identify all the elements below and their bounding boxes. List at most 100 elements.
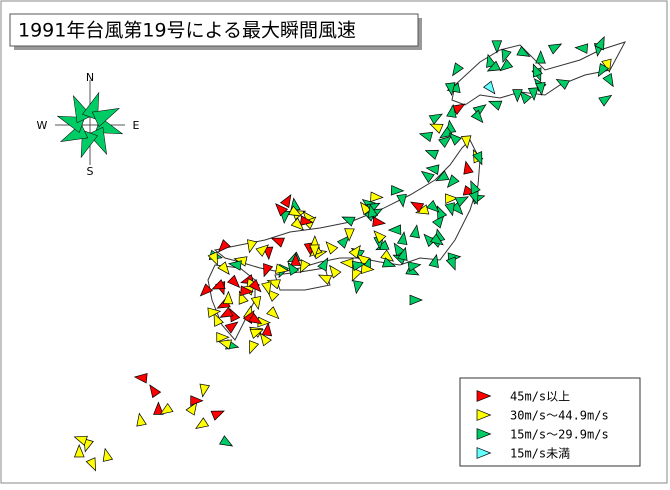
wind-flag <box>470 109 484 124</box>
wind-flag <box>325 241 339 255</box>
wind-flag <box>424 149 439 160</box>
wind-flag <box>195 417 210 429</box>
wind-flag <box>249 340 260 355</box>
wind-flag <box>266 306 280 320</box>
wind-flag <box>263 263 274 278</box>
compass-east: E <box>133 119 140 132</box>
wind-flag <box>454 196 469 208</box>
legend-label: 30m/s～44.9m/s <box>510 409 609 423</box>
wind-flag <box>247 239 258 254</box>
wind-flag <box>425 164 440 175</box>
wind-flag <box>602 73 614 88</box>
wind-flag <box>527 87 539 102</box>
wind-flag <box>317 257 329 272</box>
wind-flag <box>428 253 439 268</box>
wind-flag <box>452 62 464 77</box>
wind-flag <box>429 123 444 134</box>
legend-label: 15m/s未満 <box>510 447 570 461</box>
wind-flag <box>211 279 226 290</box>
wind-flag <box>476 409 492 421</box>
wind-flag <box>275 203 289 217</box>
wind-flag <box>133 372 148 384</box>
wind-flag <box>448 132 462 146</box>
wind-flag <box>227 274 241 288</box>
wind-flag <box>410 201 425 213</box>
wind-flag <box>435 170 450 182</box>
wind-flag <box>444 82 456 97</box>
wind-flag <box>488 100 503 111</box>
wind-flag <box>420 170 435 184</box>
wind-flag <box>393 242 406 257</box>
wind-flag <box>372 216 387 228</box>
wind-flag <box>476 447 492 459</box>
wind-flag <box>227 260 242 271</box>
wind-flag <box>436 205 448 220</box>
wind-flag <box>288 205 303 217</box>
wind-flag <box>460 135 472 150</box>
compass-north: N <box>86 71 94 84</box>
wind-flag <box>279 194 292 209</box>
wind-flag <box>317 274 333 286</box>
wind-flag <box>476 428 492 440</box>
wind-flag <box>217 239 231 253</box>
wind-flag <box>409 224 420 239</box>
wind-flag <box>598 94 613 107</box>
wind-flag <box>159 402 174 415</box>
wind-flag <box>222 290 234 305</box>
wind-flag <box>85 457 96 472</box>
wind-flag <box>373 230 387 244</box>
wind-flag <box>255 244 270 257</box>
wind-flag <box>290 252 301 266</box>
wind-flag <box>439 126 454 139</box>
wind-flag <box>370 191 384 203</box>
wind-flag <box>423 233 437 248</box>
wind-flag <box>336 235 350 249</box>
wind-flag <box>73 435 88 446</box>
wind-flag <box>409 294 423 306</box>
wind-flag <box>299 259 311 274</box>
wind-flag <box>396 231 408 246</box>
wind-flag <box>261 322 273 337</box>
wind-flag <box>472 151 483 166</box>
compass-west: W <box>37 119 48 132</box>
compass-south: S <box>87 165 94 178</box>
wind-flag <box>501 48 512 64</box>
wind-flag <box>149 384 162 399</box>
wind-flag <box>250 295 262 311</box>
wind-flag <box>270 237 285 248</box>
wind-flag <box>199 283 213 297</box>
wind-flag <box>344 228 355 242</box>
wind-flag <box>426 199 440 213</box>
wind-flag <box>446 103 457 118</box>
wind-flag <box>359 201 373 216</box>
wind-flag <box>555 79 570 90</box>
wind-flag <box>463 160 474 175</box>
wind-flag <box>329 264 342 279</box>
legend: 45m/s以上 30m/s～44.9m/s 15m/s～29.9m/s 15m/s未満 <box>476 390 609 461</box>
wind-flag <box>547 43 563 55</box>
legend-box <box>459 377 641 467</box>
wind-flag <box>445 193 459 205</box>
compass-flag <box>91 107 120 128</box>
wind-flag <box>217 339 232 350</box>
wind-flag <box>210 410 225 421</box>
wind-flag <box>407 261 422 272</box>
wind-flag <box>397 246 408 261</box>
wind-flag <box>213 312 224 327</box>
legend-label: 45m/s以上 <box>510 390 570 404</box>
wind-flag <box>450 201 464 215</box>
title: 1991年台風第19号による最大瞬間風速 <box>18 20 356 42</box>
legend-label: 15m/s～29.9m/s <box>510 428 609 442</box>
wind-flag <box>445 256 456 271</box>
wind-flag <box>261 281 272 296</box>
wind-flag <box>574 43 589 54</box>
wind-flag <box>153 401 164 415</box>
wind-flags <box>73 36 614 472</box>
wind-flag <box>207 251 218 266</box>
wind-flag <box>102 447 114 462</box>
wind-flag <box>219 306 234 318</box>
wind-flag <box>240 285 254 297</box>
wind-flag <box>390 185 405 196</box>
wind-flag <box>219 435 234 447</box>
